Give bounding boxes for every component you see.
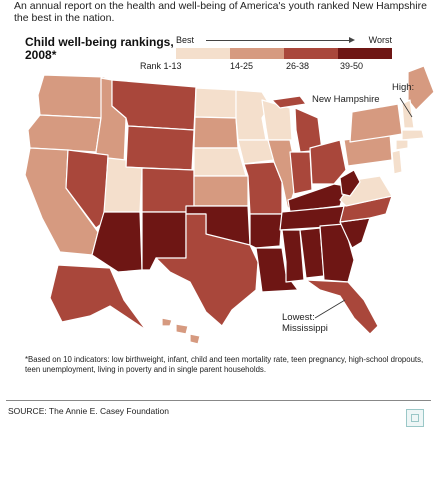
state-ny <box>349 103 403 143</box>
state-sd <box>193 116 239 149</box>
high-callout-leader <box>399 97 413 118</box>
map-title: Child well-being rankings, 2008* <box>25 35 174 62</box>
state-nd <box>194 87 237 119</box>
state-nh <box>401 99 415 129</box>
state-az <box>91 211 143 273</box>
source-credit: SOURCE: The Annie E. Casey Foundation <box>8 406 169 416</box>
legend-swatch-4 <box>338 48 392 59</box>
high-callout-label: High: <box>392 82 415 93</box>
state-ga <box>319 223 355 283</box>
low-callout-label: Lowest: <box>282 312 315 323</box>
intro-text: An annual report on the health and well-… <box>14 0 427 24</box>
state-nj <box>391 149 403 175</box>
state-wa <box>37 74 106 119</box>
state-ms <box>281 229 305 283</box>
scale-arrow-line <box>206 40 351 41</box>
legend-range-4: 39-50 <box>340 61 364 71</box>
state-wv <box>339 169 361 197</box>
legend-swatch-1 <box>176 48 230 59</box>
legend-color-bar <box>176 48 392 59</box>
state-ma <box>401 129 425 141</box>
divider <box>6 400 431 401</box>
legend-range-3: 26-38 <box>286 61 310 71</box>
state-ne <box>193 147 247 177</box>
expand-icon[interactable] <box>406 409 424 427</box>
legend-rank-label: Rank 1-13 <box>140 61 182 71</box>
state-ar <box>249 213 283 249</box>
legend-swatch-2 <box>230 48 284 59</box>
best-label: Best <box>176 35 195 45</box>
state-or <box>27 114 102 153</box>
worst-label: Worst <box>368 35 392 45</box>
low-callout-state: Mississippi <box>282 323 328 334</box>
scale-arrow-icon <box>349 37 355 43</box>
state-ak <box>49 264 147 331</box>
legend-swatch-3 <box>284 48 338 59</box>
state-ks <box>193 175 249 207</box>
state-wy <box>125 125 195 171</box>
state-in <box>289 151 313 195</box>
state-fl <box>305 279 379 335</box>
legend-labels: Rank 1-13 14-25 26-38 39-50 <box>140 61 400 73</box>
state-mn <box>235 89 271 141</box>
footnote: *Based on 10 indicators: low birthweight… <box>25 355 424 374</box>
state-ct <box>395 139 409 151</box>
state-me <box>407 65 435 111</box>
high-callout-state: New Hampshire <box>312 94 380 105</box>
state-oh <box>309 139 347 185</box>
state-tx <box>155 213 259 327</box>
state-mo <box>243 161 283 215</box>
state-hi <box>161 317 201 345</box>
legend-range-2: 14-25 <box>230 61 254 71</box>
best-worst-scale: Best Worst <box>176 35 396 47</box>
low-callout-leader <box>314 299 346 319</box>
